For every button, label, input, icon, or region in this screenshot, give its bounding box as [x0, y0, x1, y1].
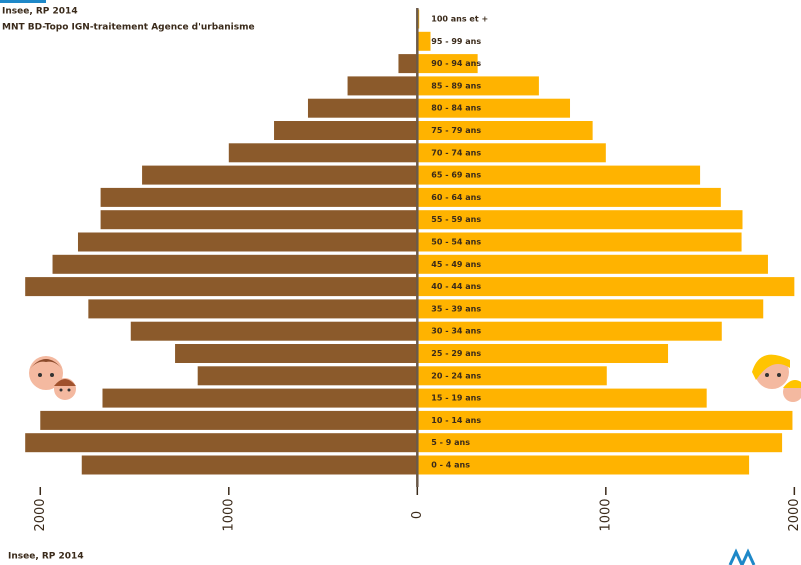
bar — [52, 254, 418, 274]
bar — [417, 76, 539, 96]
bar — [417, 187, 721, 207]
logo — [728, 548, 756, 565]
bar — [417, 254, 768, 274]
category-label: 60 - 64 ans — [431, 193, 481, 202]
category-label: 90 - 94 ans — [431, 59, 481, 68]
bar — [274, 121, 418, 140]
bar — [417, 388, 707, 408]
category-label: 35 - 39 ans — [431, 304, 481, 313]
category-label: 75 - 79 ans — [431, 126, 481, 135]
bar — [417, 143, 606, 163]
bar — [130, 321, 418, 341]
bar — [417, 433, 783, 453]
category-label: 95 - 99 ans — [431, 37, 481, 46]
category-label: 45 - 49 ans — [431, 260, 481, 269]
bar — [77, 232, 418, 252]
bar — [417, 277, 795, 297]
bar — [25, 433, 418, 453]
bar — [347, 76, 418, 96]
category-label: 30 - 34 ans — [431, 327, 481, 336]
x-tick-label: 2000 — [33, 498, 48, 531]
category-label: 10 - 14 ans — [431, 416, 481, 425]
bar — [417, 121, 593, 140]
bar — [417, 344, 669, 363]
bar — [398, 54, 418, 74]
footer: Insee, RP 2014 — [8, 552, 84, 562]
bar — [417, 54, 478, 74]
bar — [175, 344, 418, 363]
category-label: 20 - 24 ans — [431, 371, 481, 380]
category-label: 85 - 89 ans — [431, 81, 481, 90]
category-label: 40 - 44 ans — [431, 282, 481, 291]
x-tick-label: 2000 — [787, 498, 801, 531]
bar — [417, 165, 701, 185]
bar — [307, 98, 418, 118]
bar — [417, 232, 742, 252]
bar — [417, 210, 743, 230]
x-tick-label: 1000 — [221, 498, 236, 531]
bar — [142, 165, 418, 185]
category-label: 15 - 19 ans — [431, 394, 481, 403]
bar — [25, 277, 418, 297]
category-label: 25 - 29 ans — [431, 349, 481, 358]
bar — [417, 299, 764, 319]
girls-icon — [752, 354, 801, 402]
source: MNT BD-Topo IGN-traitement Agence d'urba… — [2, 23, 255, 33]
bar — [197, 366, 418, 386]
x-tick-label: 0 — [410, 511, 425, 519]
category-label: 80 - 84 ans — [431, 104, 481, 113]
category-label: 50 - 54 ans — [431, 238, 481, 247]
bar — [417, 31, 431, 51]
bar — [417, 366, 607, 386]
tab-marker — [0, 0, 46, 3]
boys-icon — [29, 356, 76, 400]
category-label: 55 - 59 ans — [431, 215, 481, 224]
category-label: 100 ans et + — [431, 15, 488, 24]
bar — [417, 321, 722, 341]
bar — [102, 388, 418, 408]
bar — [100, 210, 418, 230]
category-label: 65 - 69 ans — [431, 171, 481, 180]
bar — [100, 187, 418, 207]
bar — [417, 455, 750, 475]
x-tick-label: 1000 — [598, 498, 613, 531]
category-label: 5 - 9 ans — [431, 438, 470, 447]
bar — [417, 410, 793, 430]
category-label: 0 - 4 ans — [431, 461, 470, 470]
bar — [228, 143, 418, 163]
category-label: 70 - 74 ans — [431, 148, 481, 157]
bar — [417, 98, 571, 118]
bar — [40, 410, 418, 430]
bar — [88, 299, 418, 319]
bar — [81, 455, 418, 475]
source: Insee, RP 2014 — [2, 7, 78, 17]
